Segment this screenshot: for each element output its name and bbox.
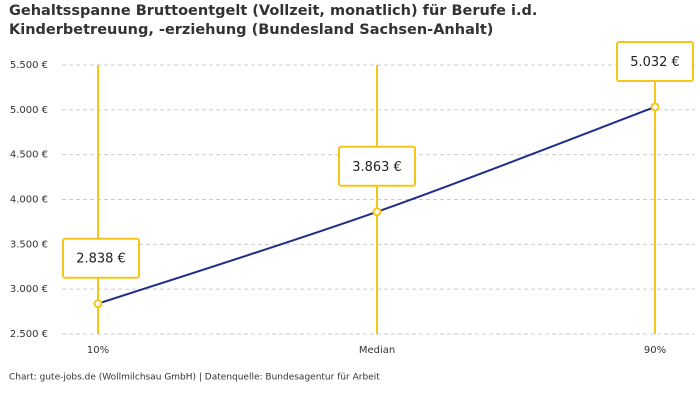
y-tick-label: 5.500 € [10, 60, 48, 71]
y-tick-label: 2.500 € [10, 329, 48, 340]
value-label-box [616, 40, 694, 82]
y-tick-label: 3.500 € [10, 239, 48, 250]
chart-title: Gehaltsspanne Bruttoentgelt (Vollzeit, m… [9, 3, 538, 38]
point [372, 207, 382, 217]
y-tick-label: 4.500 € [10, 150, 48, 161]
value-label: 5.032 € [630, 55, 680, 70]
y-tick-label: 5.000 € [10, 105, 48, 116]
value-label-box [338, 145, 416, 187]
point [650, 102, 660, 112]
value-label: 3.863 € [352, 160, 402, 175]
point [93, 299, 103, 309]
value-label-box [62, 237, 140, 279]
x-tick-label: 10% [87, 345, 109, 356]
y-tick-label: 4.000 € [10, 195, 48, 206]
value-label: 2.838 € [76, 252, 126, 267]
x-tick-label: Median [359, 345, 395, 356]
source: Chart: gute-jobs.de (Wollmilchsau GmbH) … [9, 373, 380, 383]
x-tick-label: 90% [644, 345, 666, 356]
y-tick-label: 3.000 € [10, 284, 48, 295]
